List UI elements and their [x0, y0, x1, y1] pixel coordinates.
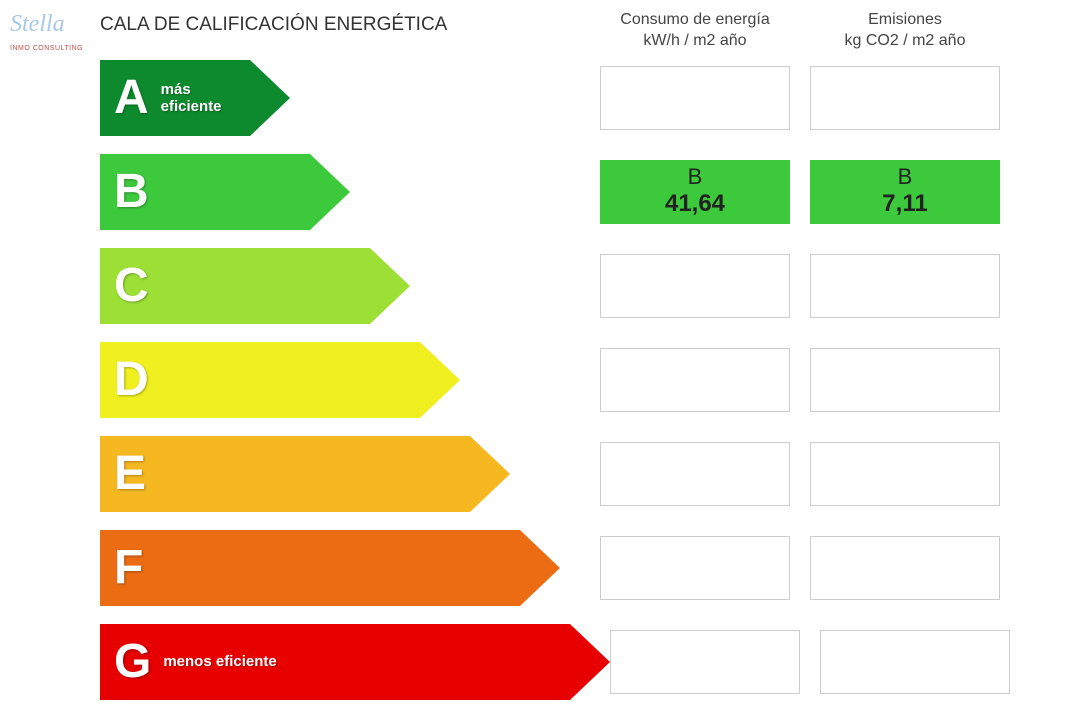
rating-arrow-f: F: [100, 530, 600, 606]
rating-sublabel: menos eficiente: [163, 653, 276, 670]
value-box-emissions: [810, 442, 1000, 506]
value-boxes: [600, 248, 1000, 324]
value-box-consumption: [600, 536, 790, 600]
arrow-tip-icon: [570, 624, 610, 700]
header-row: CALA DE CALIFICACIÓN ENERGÉTICA Consumo …: [100, 10, 1042, 52]
arrow-zone: B: [100, 154, 600, 230]
rating-letter: C: [114, 258, 149, 313]
rating-arrow-g: Gmenos eficiente: [100, 624, 610, 700]
rating-row-f: F: [100, 530, 1042, 606]
arrow-zone: C: [100, 248, 600, 324]
rating-row-b: BB41,64B7,11: [100, 154, 1042, 230]
value-box-consumption: [610, 630, 800, 694]
rating-arrow-e: E: [100, 436, 600, 512]
rating-letter: E: [114, 446, 146, 501]
value-boxes: [600, 530, 1000, 606]
rating-arrow-a: Amás eficiente: [100, 60, 600, 136]
scale-title: CALA DE CALIFICACIÓN ENERGÉTICA: [100, 10, 600, 36]
arrow-body: D: [100, 342, 420, 418]
value-box-consumption: [600, 442, 790, 506]
arrow-zone: Amás eficiente: [100, 60, 600, 136]
value-box-consumption: [600, 348, 790, 412]
rating-row-g: Gmenos eficiente: [100, 624, 1042, 700]
rating-arrow-d: D: [100, 342, 600, 418]
arrow-tip-icon: [470, 436, 510, 512]
arrow-tip-icon: [370, 248, 410, 324]
rating-arrow-c: C: [100, 248, 600, 324]
value-box-emissions: [810, 254, 1000, 318]
rating-arrow-b: B: [100, 154, 600, 230]
arrow-body: C: [100, 248, 370, 324]
rating-letter: B: [114, 164, 149, 219]
value-boxes: [600, 436, 1000, 512]
value-boxes: [600, 342, 1000, 418]
value-box-emissions: [820, 630, 1010, 694]
arrow-body: B: [100, 154, 310, 230]
rating-letter: D: [114, 352, 149, 407]
watermark-main: Stella: [10, 11, 65, 37]
arrow-body: F: [100, 530, 520, 606]
rating-letter: F: [114, 540, 143, 595]
arrow-zone: F: [100, 530, 600, 606]
arrow-zone: D: [100, 342, 600, 418]
arrow-tip-icon: [420, 342, 460, 418]
value-boxes: [600, 60, 1000, 136]
value-box-consumption: [600, 254, 790, 318]
value-box-emissions: [810, 348, 1000, 412]
arrow-body: Amás eficiente: [100, 60, 250, 136]
rating-row-a: Amás eficiente: [100, 60, 1042, 136]
value-number: 41,64: [665, 190, 725, 219]
arrow-tip-icon: [250, 60, 290, 136]
rating-sublabel: más eficiente: [161, 81, 250, 115]
energy-rating-chart: CALA DE CALIFICACIÓN ENERGÉTICA Consumo …: [0, 0, 1082, 728]
arrow-tip-icon: [520, 530, 560, 606]
watermark-logo: Stella INMO CONSULTING: [10, 15, 83, 53]
value-boxes: B41,64B7,11: [600, 154, 1000, 230]
arrow-zone: E: [100, 436, 600, 512]
watermark-sub: INMO CONSULTING: [10, 45, 83, 52]
value-box-emissions: [810, 66, 1000, 130]
arrow-body: Gmenos eficiente: [100, 624, 570, 700]
value-box-emissions: [810, 536, 1000, 600]
arrow-body: E: [100, 436, 470, 512]
col-header-consumption: Consumo de energía kW/h / m2 año: [600, 10, 790, 52]
rating-row-e: E: [100, 436, 1042, 512]
rating-row-c: C: [100, 248, 1042, 324]
arrow-zone: Gmenos eficiente: [100, 624, 610, 700]
value-boxes: [610, 624, 1010, 700]
value-box-consumption: B41,64: [600, 160, 790, 224]
value-box-consumption: [600, 66, 790, 130]
rating-letter: G: [114, 634, 151, 689]
value-letter: B: [688, 164, 703, 190]
col-header-emissions: Emisiones kg CO2 / m2 año: [810, 10, 1000, 52]
value-letter: B: [898, 164, 913, 190]
rating-row-d: D: [100, 342, 1042, 418]
arrow-tip-icon: [310, 154, 350, 230]
rating-letter: A: [114, 70, 149, 125]
value-number: 7,11: [882, 190, 927, 219]
value-box-emissions: B7,11: [810, 160, 1000, 224]
